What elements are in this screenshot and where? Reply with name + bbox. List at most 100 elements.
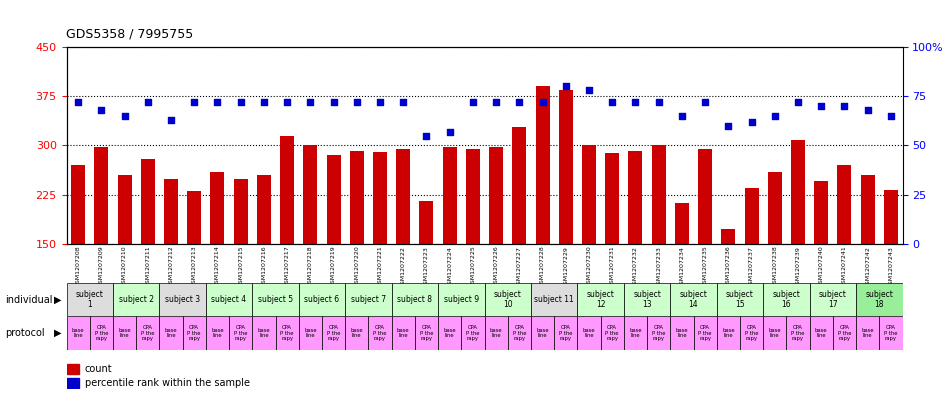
Text: subject
17: subject 17 xyxy=(819,290,846,309)
Text: GSM1207217: GSM1207217 xyxy=(285,246,290,287)
FancyBboxPatch shape xyxy=(856,283,902,316)
FancyBboxPatch shape xyxy=(206,283,253,316)
Text: base
line: base line xyxy=(304,328,316,338)
Text: GSM1207241: GSM1207241 xyxy=(842,246,847,287)
Point xyxy=(395,99,410,105)
Text: GSM1207234: GSM1207234 xyxy=(679,246,684,288)
Text: GSM1207226: GSM1207226 xyxy=(494,246,499,287)
Text: subject 6: subject 6 xyxy=(304,295,339,304)
Bar xyxy=(768,172,782,342)
Text: GSM1207216: GSM1207216 xyxy=(261,246,266,287)
Text: CPA
P the
rapy: CPA P the rapy xyxy=(327,325,340,342)
Bar xyxy=(884,190,898,342)
Bar xyxy=(396,149,410,342)
Point xyxy=(303,99,318,105)
Point xyxy=(488,99,504,105)
FancyBboxPatch shape xyxy=(578,283,624,316)
Text: CPA
P the
rapy: CPA P the rapy xyxy=(605,325,619,342)
Bar xyxy=(303,145,317,342)
Text: GSM1207215: GSM1207215 xyxy=(238,246,243,287)
FancyBboxPatch shape xyxy=(554,316,578,350)
FancyBboxPatch shape xyxy=(415,316,438,350)
Text: CPA
P the
rapy: CPA P the rapy xyxy=(280,325,294,342)
FancyBboxPatch shape xyxy=(276,316,298,350)
Bar xyxy=(187,191,201,342)
Point xyxy=(94,107,109,113)
Bar xyxy=(791,140,805,342)
FancyBboxPatch shape xyxy=(833,316,856,350)
Text: GSM1207214: GSM1207214 xyxy=(215,246,220,287)
Point xyxy=(233,99,248,105)
Bar xyxy=(582,145,596,342)
Text: subject
1: subject 1 xyxy=(76,290,104,309)
Text: GSM1207240: GSM1207240 xyxy=(819,246,824,287)
Text: GSM1207236: GSM1207236 xyxy=(726,246,731,287)
Text: subject 3: subject 3 xyxy=(165,295,200,304)
Text: GSM1207212: GSM1207212 xyxy=(168,246,174,287)
Bar xyxy=(234,180,248,342)
Text: subject
10: subject 10 xyxy=(494,290,522,309)
Text: base
line: base line xyxy=(629,328,642,338)
Point xyxy=(697,99,712,105)
Bar xyxy=(118,175,131,342)
Text: subject 5: subject 5 xyxy=(258,295,293,304)
FancyBboxPatch shape xyxy=(671,316,694,350)
Text: GSM1207231: GSM1207231 xyxy=(610,246,615,287)
Bar xyxy=(443,147,457,342)
Text: subject
13: subject 13 xyxy=(633,290,661,309)
FancyBboxPatch shape xyxy=(298,316,322,350)
Point xyxy=(860,107,875,113)
FancyBboxPatch shape xyxy=(787,316,809,350)
Text: GSM1207239: GSM1207239 xyxy=(795,246,801,288)
FancyBboxPatch shape xyxy=(600,316,624,350)
FancyBboxPatch shape xyxy=(322,316,345,350)
FancyBboxPatch shape xyxy=(716,316,740,350)
Text: subject
16: subject 16 xyxy=(772,290,800,309)
FancyBboxPatch shape xyxy=(763,316,787,350)
Point xyxy=(674,113,690,119)
Text: subject 11: subject 11 xyxy=(534,295,574,304)
Text: GSM1207221: GSM1207221 xyxy=(377,246,383,287)
Text: GSM1207238: GSM1207238 xyxy=(772,246,777,287)
Point xyxy=(721,123,736,129)
Bar xyxy=(489,147,504,342)
Text: individual: individual xyxy=(5,295,52,305)
FancyBboxPatch shape xyxy=(113,316,136,350)
Bar xyxy=(559,90,573,342)
Text: ▶: ▶ xyxy=(54,295,62,305)
Text: subject 7: subject 7 xyxy=(351,295,386,304)
Point xyxy=(884,113,899,119)
Text: CPA
P the
rapy: CPA P the rapy xyxy=(141,325,155,342)
Text: base
line: base line xyxy=(397,328,409,338)
FancyBboxPatch shape xyxy=(740,316,763,350)
Point xyxy=(117,113,132,119)
Text: GSM1207225: GSM1207225 xyxy=(470,246,475,287)
FancyBboxPatch shape xyxy=(531,283,578,316)
Text: base
line: base line xyxy=(815,328,827,338)
Point xyxy=(466,99,481,105)
FancyBboxPatch shape xyxy=(136,316,160,350)
Text: ▶: ▶ xyxy=(54,328,62,338)
Text: CPA
P the
rapy: CPA P the rapy xyxy=(420,325,433,342)
Text: percentile rank within the sample: percentile rank within the sample xyxy=(85,378,250,388)
Point xyxy=(628,99,643,105)
Bar xyxy=(71,165,86,342)
Text: CPA
P the
rapy: CPA P the rapy xyxy=(559,325,573,342)
Text: CPA
P the
rapy: CPA P the rapy xyxy=(698,325,712,342)
Text: base
line: base line xyxy=(72,328,85,338)
Text: base
line: base line xyxy=(211,328,224,338)
Text: GSM1207232: GSM1207232 xyxy=(633,246,638,288)
FancyBboxPatch shape xyxy=(113,283,160,316)
Text: GSM1207227: GSM1207227 xyxy=(517,246,522,288)
FancyBboxPatch shape xyxy=(391,283,438,316)
Bar xyxy=(652,145,666,342)
FancyBboxPatch shape xyxy=(253,283,298,316)
FancyBboxPatch shape xyxy=(345,316,369,350)
Bar xyxy=(280,136,294,342)
FancyBboxPatch shape xyxy=(716,283,763,316)
Bar xyxy=(629,151,642,342)
FancyBboxPatch shape xyxy=(763,283,809,316)
Bar xyxy=(327,155,340,342)
Bar xyxy=(164,180,178,342)
FancyBboxPatch shape xyxy=(206,316,229,350)
